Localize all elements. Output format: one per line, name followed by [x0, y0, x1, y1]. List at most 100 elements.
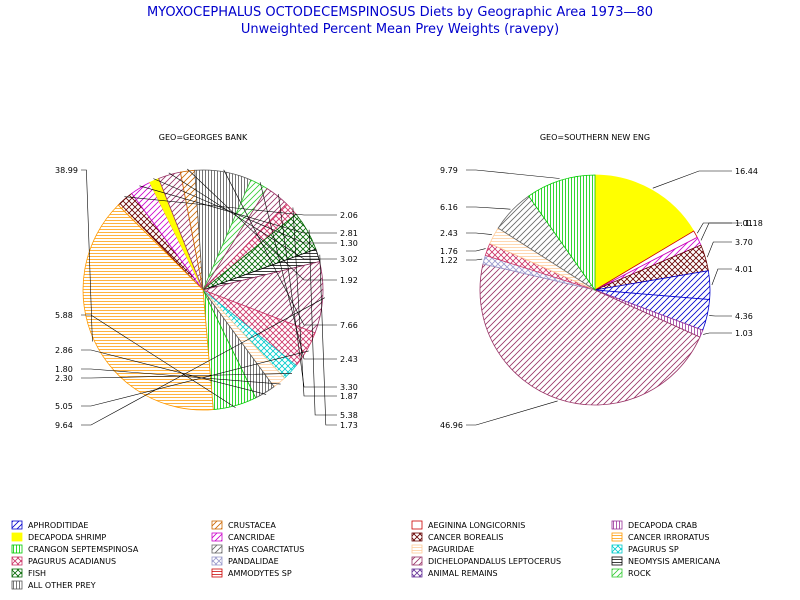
legend-item-cancer-borealis: CANCER BOREALIS	[411, 532, 503, 542]
slice-value-label: 38.99	[55, 166, 78, 175]
leader-line	[81, 373, 293, 379]
slice-value-label: 5.05	[55, 402, 73, 411]
legend-swatch	[411, 568, 423, 578]
pie-slice-crangon	[528, 174, 596, 292]
leader-line	[652, 170, 732, 189]
pie-chart-1: GEO=GEORGES BANK 38.99 2.06 2.811.30 3.02 1.9…	[55, 133, 358, 430]
leader-line	[466, 232, 492, 235]
slice-value-label: 46.96	[440, 421, 463, 430]
leader-line	[466, 258, 483, 261]
pie-title: GEO=SOUTHERN NEW ENG	[540, 133, 650, 142]
legend-swatch	[611, 532, 623, 542]
leader-line	[466, 248, 486, 252]
legend-item-fish: FISH	[11, 568, 46, 578]
slice-value-label: 1.87	[340, 392, 358, 401]
leader-line	[223, 169, 337, 326]
leader-line	[466, 169, 560, 179]
slice-value-label: 6.16	[440, 203, 458, 212]
leader-line	[466, 206, 511, 210]
legend-item-decapoda-shrimp: DECAPODA SHRIMP	[11, 532, 106, 542]
pie-chart-2: GEO=SOUTHERN NEW ENG 16.44 1.011.18 3.70 4.0…	[440, 133, 763, 430]
legend-label: ANIMAL REMAINS	[428, 569, 498, 578]
slice-value-label: 3.02	[340, 255, 358, 264]
leader-line	[259, 182, 337, 360]
legend-swatch	[611, 556, 623, 566]
pie-title: GEO=GEORGES BANK	[159, 133, 248, 142]
legend-item-crustacea: CRUSTACEA	[211, 520, 276, 530]
pie-slice-decapoda-shrimp	[594, 174, 695, 291]
legend-label: DECAPODA SHRIMP	[28, 533, 106, 542]
legend-item-cancridae: CANCRIDAE	[211, 532, 275, 542]
slice-value-label: 1.76	[440, 247, 458, 256]
legend-swatch	[611, 544, 623, 554]
leader-line	[711, 268, 732, 286]
leader-line	[292, 207, 337, 397]
chart-subtitle: Unweighted Percent Mean Prey Weights (ra…	[240, 22, 560, 37]
chart-title: MYOXOCEPHALUS OCTODECEMSPINOSUS Diets by…	[146, 5, 654, 20]
slice-value-label: 2.43	[340, 355, 358, 364]
legend-item-cancer-irroratus: CANCER IRRORATUS	[611, 532, 709, 542]
slice-value-label: 2.06	[340, 211, 358, 220]
legend-label: AEGININA LONGICORNIS	[428, 521, 525, 530]
leader-line	[168, 172, 337, 260]
legend-item-animal-remains: ANIMAL REMAINS	[411, 568, 498, 578]
legend-item-crangon: CRANGON SEPTEMSPINOSA	[11, 544, 139, 554]
leader-line	[319, 254, 337, 426]
leader-line	[81, 297, 325, 426]
legend-label: PAGURUS SP	[628, 545, 679, 554]
leader-line	[124, 196, 337, 216]
leader-line	[697, 222, 732, 234]
legend-swatch	[11, 532, 23, 542]
slice-value-label: 2.43	[440, 229, 458, 238]
leader-line	[81, 350, 309, 407]
slice-value-label: 2.30	[55, 374, 73, 383]
slice-value-label: 1.22	[440, 256, 458, 265]
legend-item-paguridae: PAGURIDAE	[411, 544, 474, 554]
legend-swatch	[211, 532, 223, 542]
leader-line	[308, 229, 337, 416]
legend-label: DICHELOPANDALUS LEPTOCERUS	[428, 557, 561, 566]
legend-item-pagurus-acadianus: PAGURUS ACADIANUS	[11, 556, 116, 566]
slice-value-label: 3.30	[340, 383, 358, 392]
legend-label: CANCRIDAE	[228, 533, 275, 542]
legend-label: CRUSTACEA	[228, 521, 276, 530]
legend-item-aeginina: AEGININA LONGICORNIS	[411, 520, 525, 530]
leader-line	[187, 168, 337, 281]
legend-swatch	[211, 568, 223, 578]
legend-label: ALL OTHER PREY	[28, 581, 96, 590]
slice-value-label: 2.86	[55, 346, 73, 355]
leader-line	[700, 222, 742, 241]
legend-label: NEOMYSIS AMERICANA	[628, 557, 721, 566]
legend-swatch	[211, 520, 223, 530]
legend-item-ammodytes: AMMODYTES SP	[211, 568, 292, 578]
legend-swatch	[411, 556, 423, 566]
legend-label: APHRODITIDAE	[28, 521, 88, 530]
slice-value-label: 9.64	[55, 421, 73, 430]
leader-line	[153, 178, 337, 244]
leader-line	[139, 185, 337, 234]
leader-line	[81, 368, 281, 385]
legend-label: CRANGON SEPTEMSPINOSA	[28, 545, 139, 554]
slice-value-label: 1.73	[340, 421, 358, 430]
legend-swatch	[11, 544, 23, 554]
leader-line	[278, 194, 337, 388]
legend-label: PAGURUS ACADIANUS	[28, 557, 116, 566]
slice-value-label: 7.66	[340, 321, 358, 330]
pie-slice-dichelopandalus	[479, 263, 701, 406]
legend-label: ROCK	[628, 569, 651, 578]
legend-swatch	[211, 556, 223, 566]
legend-label: CANCER BOREALIS	[428, 533, 503, 542]
slice-value-label: 1.92	[340, 276, 358, 285]
legend-label: HYAS COARCTATUS	[228, 545, 304, 554]
leader-line	[81, 169, 93, 342]
slice-value-label: 2.81	[340, 229, 358, 238]
legend-label: AMMODYTES SP	[228, 569, 292, 578]
slice-value-label: 5.88	[55, 311, 73, 320]
legend-swatch	[11, 520, 23, 530]
legend-item-rock: ROCK	[611, 568, 651, 578]
legend-item-pagurus-sp: PAGURUS SP	[611, 544, 679, 554]
slice-value-label: 4.01	[735, 265, 753, 274]
legend-swatch	[411, 520, 423, 530]
legend-label: CANCER IRRORATUS	[628, 533, 709, 542]
